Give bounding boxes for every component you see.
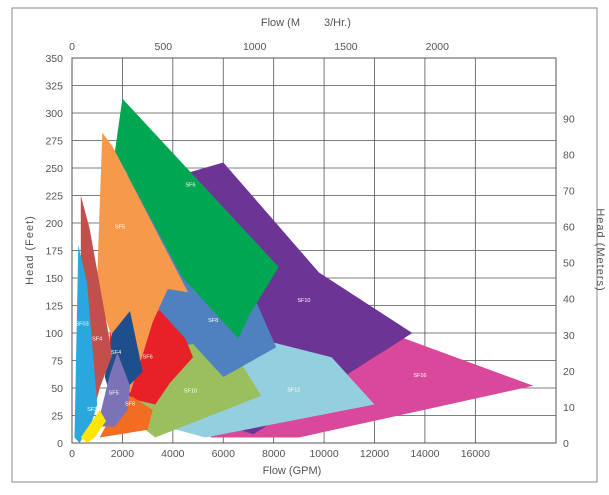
left-tick-label: 350 [45, 53, 63, 65]
top-tick-label: 0 [69, 41, 75, 53]
region-label: SF6 [143, 354, 153, 360]
right-tick-label: 80 [563, 149, 575, 161]
region-label: SF03 [76, 321, 89, 327]
left-tick-label: 25 [51, 411, 63, 423]
region-label: SF12 [287, 387, 300, 393]
right-tick-label: 20 [563, 366, 575, 378]
left-tick-label: 250 [45, 163, 63, 175]
region-label: SF16 [413, 373, 426, 379]
left-tick-label: 275 [45, 136, 63, 148]
region-label: SF6 [185, 183, 195, 189]
region-label: SF5 [109, 391, 119, 397]
region-label: SF3 [87, 407, 97, 413]
region-label: SF10 [297, 298, 310, 304]
right-tick-label: 50 [563, 258, 575, 270]
bottom-tick-label: 2000 [111, 448, 135, 460]
left-tick-label: 50 [51, 383, 63, 395]
region-sf6 [114, 98, 279, 339]
bottom-tick-label: 4000 [161, 448, 185, 460]
left-tick-label: 225 [45, 191, 63, 203]
top-axis-title-part1: Flow (M [261, 17, 300, 29]
region-label: SF4 [111, 350, 121, 356]
left-tick-label: 125 [45, 301, 63, 313]
left-tick-label: 150 [45, 273, 63, 285]
bottom-tick-label: 14000 [410, 448, 439, 460]
right-tick-label: 40 [563, 294, 575, 306]
right-tick-label: 10 [563, 402, 575, 414]
left-tick-label: 200 [45, 218, 63, 230]
bottom-tick-label: 0 [69, 448, 75, 460]
region-label: SF10 [184, 388, 197, 394]
top-tick-label: 500 [155, 41, 173, 53]
right-tick-label: 90 [563, 113, 575, 125]
right-axis-title: Head (Meters) [594, 208, 606, 291]
region-sf5 [97, 352, 130, 427]
top-tick-label: 2000 [426, 41, 450, 53]
left-axis-title: Head (Feet) [24, 215, 36, 285]
top-axis-title-part2: 3/Hr.) [324, 17, 351, 29]
left-tick-label: 75 [51, 356, 63, 368]
region-label: SF5 [115, 225, 125, 231]
right-tick-label: 70 [563, 185, 575, 197]
right-tick-label: 60 [563, 222, 575, 234]
left-tick-label: 300 [45, 108, 63, 120]
right-tick-label: 30 [563, 330, 575, 342]
region-sf03 [74, 245, 98, 443]
top-tick-label: 1500 [334, 41, 358, 53]
tick-labels: 0255075100125150175200225250275300325350… [45, 41, 574, 460]
bottom-tick-label: 10000 [309, 448, 338, 460]
bottom-tick-label: 6000 [212, 448, 236, 460]
bottom-axis-title: Flow (GPM) [263, 465, 322, 477]
bottom-tick-label: 16000 [461, 448, 490, 460]
top-tick-label: 1000 [243, 41, 267, 53]
region-sf3 [80, 410, 106, 443]
right-tick-label: 0 [563, 438, 569, 450]
pump-regions [74, 98, 534, 443]
region-label: SF8 [125, 402, 135, 408]
region-labels: SF16 SF10 SF12 SF10 SF8 SF6 SF6 SF5 SF8 SF4 SF5 SF4… [76, 183, 427, 413]
bottom-tick-label: 12000 [360, 448, 389, 460]
left-tick-label: 175 [45, 246, 63, 258]
region-label: SF4 [92, 337, 102, 343]
region-label: SF8 [208, 318, 218, 324]
left-tick-label: 325 [45, 81, 63, 93]
bottom-tick-label: 8000 [262, 448, 286, 460]
left-tick-label: 100 [45, 328, 63, 340]
left-tick-label: 0 [57, 438, 63, 450]
